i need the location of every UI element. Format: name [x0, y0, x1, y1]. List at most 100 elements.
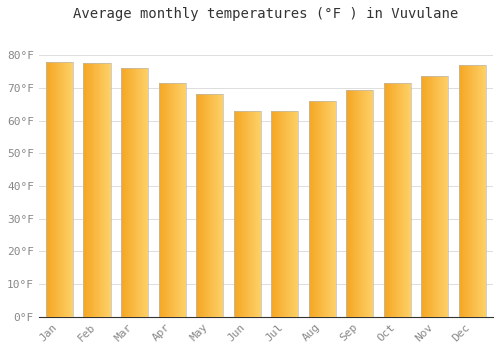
Bar	[176, 83, 177, 317]
Bar	[407, 83, 408, 317]
Bar	[437, 76, 438, 317]
Bar	[409, 83, 410, 317]
Bar	[366, 90, 367, 317]
Bar	[163, 83, 164, 317]
Bar	[370, 90, 371, 317]
Bar	[98, 63, 99, 317]
Bar	[280, 111, 281, 317]
Bar	[447, 76, 448, 317]
Bar	[274, 111, 275, 317]
Bar	[426, 76, 427, 317]
Bar	[286, 111, 287, 317]
Bar	[130, 68, 131, 317]
Bar	[171, 83, 172, 317]
Bar	[467, 65, 468, 317]
Bar	[49, 62, 50, 317]
Bar	[172, 83, 173, 317]
Bar	[58, 62, 59, 317]
Bar	[360, 90, 361, 317]
Bar	[244, 111, 245, 317]
Bar	[136, 68, 137, 317]
Bar	[405, 83, 406, 317]
Bar	[397, 83, 398, 317]
Bar	[67, 62, 68, 317]
Bar	[287, 111, 288, 317]
Bar	[208, 94, 209, 317]
Bar	[66, 62, 67, 317]
Bar	[326, 101, 327, 317]
Bar	[236, 111, 237, 317]
Bar	[50, 62, 51, 317]
Bar	[384, 83, 411, 317]
Bar	[357, 90, 358, 317]
Bar	[441, 76, 442, 317]
Bar	[346, 90, 374, 317]
Bar	[243, 111, 244, 317]
Bar	[354, 90, 355, 317]
Bar	[428, 76, 429, 317]
Bar	[367, 90, 368, 317]
Bar	[140, 68, 141, 317]
Bar	[331, 101, 332, 317]
Bar	[214, 94, 215, 317]
Bar	[237, 111, 238, 317]
Bar	[392, 83, 393, 317]
Bar	[277, 111, 278, 317]
Bar	[346, 90, 347, 317]
Bar	[440, 76, 441, 317]
Bar	[433, 76, 434, 317]
Bar	[100, 63, 101, 317]
Bar	[86, 63, 88, 317]
Bar	[351, 90, 352, 317]
Bar	[356, 90, 357, 317]
Bar	[391, 83, 392, 317]
Bar	[363, 90, 364, 317]
Bar	[158, 83, 186, 317]
Bar	[170, 83, 171, 317]
Bar	[234, 111, 260, 317]
Bar	[209, 94, 210, 317]
Bar	[61, 62, 62, 317]
Bar	[142, 68, 143, 317]
Bar	[64, 62, 65, 317]
Bar	[484, 65, 485, 317]
Bar	[285, 111, 286, 317]
Bar	[429, 76, 430, 317]
Bar	[369, 90, 370, 317]
Bar	[47, 62, 48, 317]
Bar	[92, 63, 93, 317]
Bar	[196, 94, 197, 317]
Bar	[178, 83, 179, 317]
Bar	[69, 62, 70, 317]
Title: Average monthly temperatures (°F ) in Vuvulane: Average monthly temperatures (°F ) in Vu…	[74, 7, 458, 21]
Bar	[96, 63, 97, 317]
Bar	[147, 68, 148, 317]
Bar	[430, 76, 431, 317]
Bar	[400, 83, 401, 317]
Bar	[317, 101, 318, 317]
Bar	[256, 111, 257, 317]
Bar	[465, 65, 466, 317]
Bar	[48, 62, 49, 317]
Bar	[173, 83, 174, 317]
Bar	[88, 63, 89, 317]
Bar	[352, 90, 353, 317]
Bar	[410, 83, 411, 317]
Bar	[320, 101, 321, 317]
Bar	[93, 63, 94, 317]
Bar	[434, 76, 435, 317]
Bar	[284, 111, 285, 317]
Bar	[60, 62, 61, 317]
Bar	[258, 111, 259, 317]
Bar	[121, 68, 122, 317]
Bar	[485, 65, 486, 317]
Bar	[240, 111, 241, 317]
Bar	[212, 94, 213, 317]
Bar	[95, 63, 96, 317]
Bar	[245, 111, 246, 317]
Bar	[469, 65, 470, 317]
Bar	[335, 101, 336, 317]
Bar	[129, 68, 130, 317]
Bar	[408, 83, 409, 317]
Bar	[273, 111, 274, 317]
